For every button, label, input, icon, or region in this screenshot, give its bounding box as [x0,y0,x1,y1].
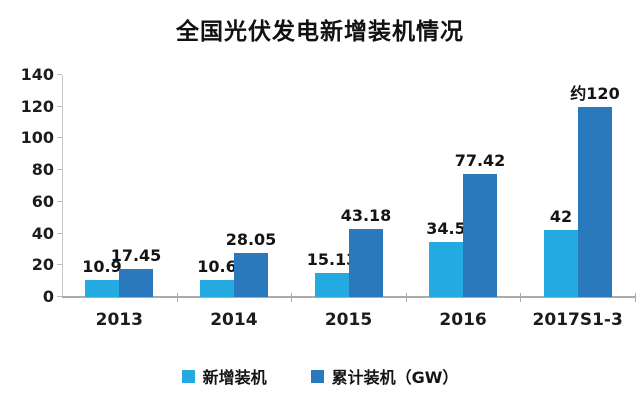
y-axis-line [62,75,63,297]
bar-series1-2016 [429,242,463,297]
x-axis-tick-mark [406,293,407,302]
bar-series2-2013 [119,269,153,297]
y-axis-tick-mark [57,169,62,171]
bar-series2-2015 [349,229,383,297]
x-axis-category-label: 2015 [324,310,373,330]
y-axis-tick-label: 20 [31,255,54,275]
y-axis-tick-mark [57,200,62,202]
x-axis-category-label: 2014 [210,310,258,330]
bar-series2-2014 [234,253,268,297]
x-axis-category-label: 2013 [95,310,143,330]
legend-swatch-icon [181,369,195,383]
bar-value-label: 约120 [570,84,620,103]
bar-series1-2014 [200,280,234,297]
legend-swatch-icon [310,369,324,383]
bar-series1-2015 [315,273,349,297]
x-axis-tick-mark [635,293,636,302]
bar-value-label: 34.5 [426,219,466,238]
bar-value-label: 42 [549,207,573,226]
y-axis-tick-label: 0 [42,287,54,306]
x-axis-tick-mark [520,293,521,302]
x-axis-tick-mark [291,293,292,302]
bar-value-label: 17.45 [110,246,162,265]
y-axis-tick-mark [57,137,62,139]
y-axis-tick-label: 140 [20,65,54,84]
bar-value-label: 28.05 [225,230,277,249]
x-axis-line [62,296,636,298]
y-axis-tick-label: 100 [20,128,54,148]
chart-title: 全国光伏发电新增装机情况 [176,19,464,45]
bar-value-label: 15.13 [306,250,358,269]
bar-value-label: 10.6 [197,257,237,276]
legend-label: 新增装机 [202,368,267,387]
legend: 新增装机 累计装机（GW） [0,364,640,388]
legend-item-series2: 累计装机（GW） [310,364,459,388]
y-axis-tick-mark [57,264,62,266]
bar-series2-2017S1-3 [578,107,612,297]
y-axis-tick-mark [57,232,62,234]
bar-series2-2016 [463,174,497,297]
bar-value-label: 10.9 [82,257,122,276]
legend-label: 累计装机（GW） [331,368,459,387]
x-axis-tick-mark [177,293,178,302]
bar-series1-2013 [85,280,119,297]
bar-value-label: 43.18 [340,206,392,225]
y-axis-tick-label: 60 [31,191,54,211]
bar-series1-2017S1-3 [544,230,578,297]
x-axis-category-label: 2017S1-3 [532,310,623,330]
y-axis-tick-label: 40 [31,223,54,243]
y-axis-tick-label: 80 [31,160,54,180]
bar-value-label: 77.42 [454,151,506,170]
y-axis-tick-label: 120 [20,96,54,116]
y-axis-tick-mark [57,296,62,297]
y-axis-tick-mark [57,105,62,107]
x-axis-category-label: 2016 [439,310,487,330]
y-axis-tick-mark [57,74,62,75]
legend-item-series1: 新增装机 [181,364,267,388]
